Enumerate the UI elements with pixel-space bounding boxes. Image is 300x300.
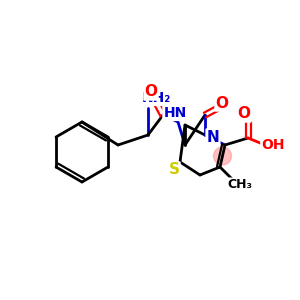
Text: HN: HN [164, 106, 187, 120]
Text: S: S [169, 163, 179, 178]
Text: CH₃: CH₃ [227, 178, 253, 191]
Text: O: O [145, 85, 158, 100]
Text: O: O [238, 106, 250, 122]
Text: O: O [215, 95, 229, 110]
Circle shape [214, 147, 232, 165]
Text: OH: OH [261, 138, 285, 152]
Text: NH₂: NH₂ [141, 91, 171, 105]
Text: N: N [207, 130, 219, 145]
